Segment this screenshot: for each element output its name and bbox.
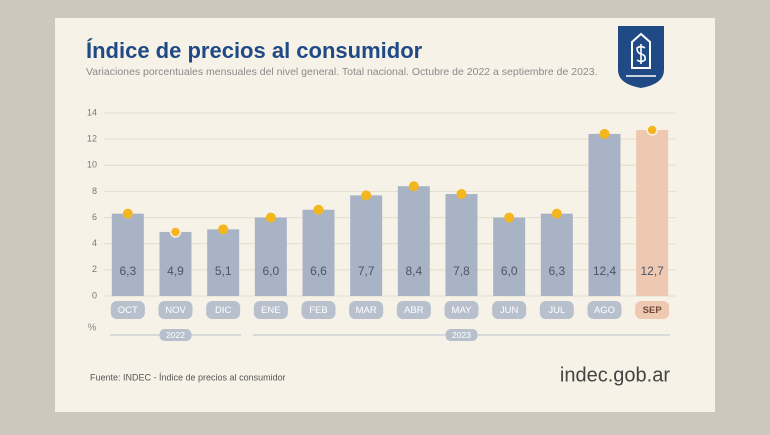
bar (540, 213, 573, 296)
logo (618, 26, 664, 88)
y-tick-label: 6 (92, 212, 97, 222)
bar-marker (265, 212, 276, 223)
y-tick-label: 2 (92, 264, 97, 274)
chart-title: Índice de precios al consumidor (86, 38, 423, 63)
bar-marker (504, 212, 515, 223)
bar-marker (169, 226, 182, 238)
y-tick-label: 12 (87, 134, 97, 144)
category-pill (587, 301, 622, 319)
bar-marker (313, 204, 324, 215)
bar (588, 133, 621, 296)
source: Fuente: INDEC - Índice de precios al con… (90, 372, 286, 382)
value-label: 6,6 (310, 264, 327, 278)
value-label: 12,4 (593, 264, 617, 278)
x-tick-label: JUN (500, 305, 519, 316)
x-tick-label: OCT (118, 305, 138, 316)
bar (254, 217, 287, 296)
category-pill (492, 301, 527, 319)
y-tick-label: 10 (87, 160, 97, 170)
bar-marker (361, 190, 372, 201)
y-unit: % (88, 323, 97, 334)
x-tick-label: AGO (594, 305, 615, 316)
value-label: 12,7 (640, 264, 664, 278)
x-tick-label: FEB (309, 305, 327, 316)
group-pill (159, 329, 192, 341)
category-pill (635, 301, 670, 319)
y-tick-label: 8 (92, 186, 97, 196)
chart-subtitle: Variaciones porcentuales mensuales del n… (86, 66, 598, 78)
bar (111, 213, 144, 296)
bar-marker (218, 224, 229, 235)
value-label: 5,1 (215, 264, 232, 278)
x-tick-label: ENE (261, 305, 281, 316)
x-tick-label: MAY (452, 305, 473, 316)
x-tick-label: ABR (404, 305, 424, 316)
group-label: 2022 (166, 330, 185, 340)
bar-marker (456, 189, 467, 200)
logo-dollar (636, 44, 646, 64)
value-label: 7,8 (453, 264, 470, 278)
bar (159, 231, 192, 296)
x-tick-label: SEP (643, 305, 663, 316)
value-label: 8,4 (405, 264, 422, 278)
logo-tag (631, 32, 651, 69)
category-pill (349, 301, 384, 319)
category-pill (396, 301, 431, 319)
y-tick-label: 0 (92, 290, 97, 300)
bar (350, 195, 383, 296)
value-label: 7,7 (358, 264, 375, 278)
bar-marker (122, 208, 133, 219)
y-tick-label: 14 (87, 107, 97, 117)
x-tick-label: NOV (165, 305, 186, 316)
value-label: 6,3 (119, 264, 136, 278)
category-pill (110, 301, 145, 319)
group-pill (445, 329, 478, 341)
value-label: 6,3 (548, 264, 565, 278)
bar-marker (551, 208, 562, 219)
bar (493, 217, 526, 296)
bar-marker (646, 124, 658, 136)
x-tick-label: JUL (548, 305, 565, 316)
bar (397, 186, 430, 296)
category-pill (253, 301, 288, 319)
category-pill (301, 301, 336, 319)
y-tick-label: 4 (92, 238, 97, 248)
value-label: 6,0 (501, 264, 518, 278)
bar-marker (599, 128, 610, 139)
category-pill (206, 301, 241, 319)
bar (445, 194, 478, 296)
category-pill (539, 301, 574, 319)
bar (207, 229, 240, 296)
x-tick-label: DIC (215, 305, 232, 316)
value-label: 6,0 (262, 264, 279, 278)
bar-marker (408, 181, 419, 192)
value-label: 4,9 (167, 264, 184, 278)
x-tick-label: MAR (356, 305, 377, 316)
brand: indec.gob.ar (560, 364, 670, 386)
category-pill (444, 301, 479, 319)
group-label: 2023 (452, 330, 471, 340)
bar (302, 209, 335, 296)
bar (636, 129, 669, 296)
category-pill (158, 301, 193, 319)
